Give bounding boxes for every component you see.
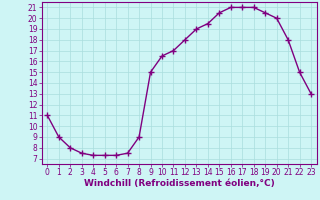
X-axis label: Windchill (Refroidissement éolien,°C): Windchill (Refroidissement éolien,°C)	[84, 179, 275, 188]
